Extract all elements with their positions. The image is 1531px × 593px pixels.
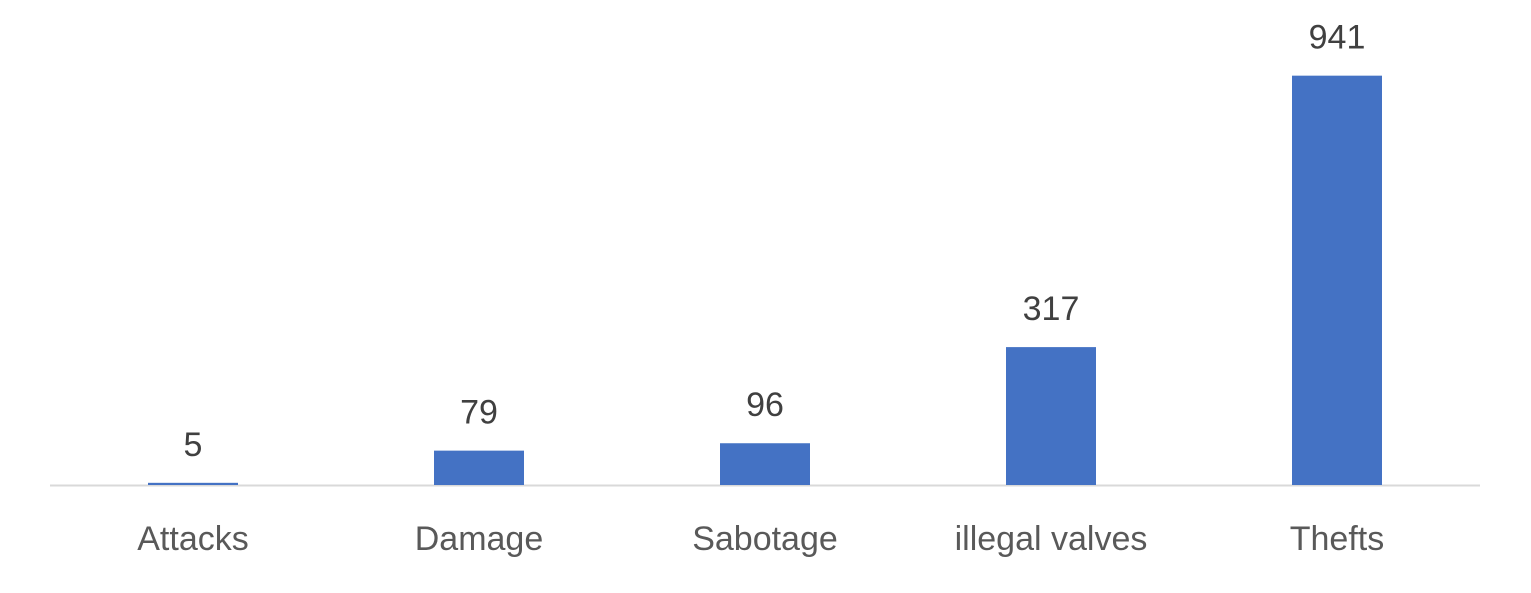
data-label: 5	[184, 426, 203, 464]
data-label: 317	[1023, 290, 1080, 328]
data-label: 941	[1309, 19, 1366, 57]
bar	[1006, 347, 1096, 485]
x-tick-label: Damage	[415, 520, 544, 558]
x-tick-label: Thefts	[1290, 520, 1384, 558]
data-label: 79	[460, 394, 498, 432]
x-tick-label: Sabotage	[692, 520, 838, 558]
x-tick-label: Attacks	[137, 520, 248, 558]
data-label: 96	[746, 386, 784, 424]
bar	[1292, 75, 1382, 485]
bar	[434, 450, 524, 485]
bar	[148, 482, 238, 485]
bar	[720, 443, 810, 485]
x-tick-label: illegal valves	[955, 520, 1148, 558]
